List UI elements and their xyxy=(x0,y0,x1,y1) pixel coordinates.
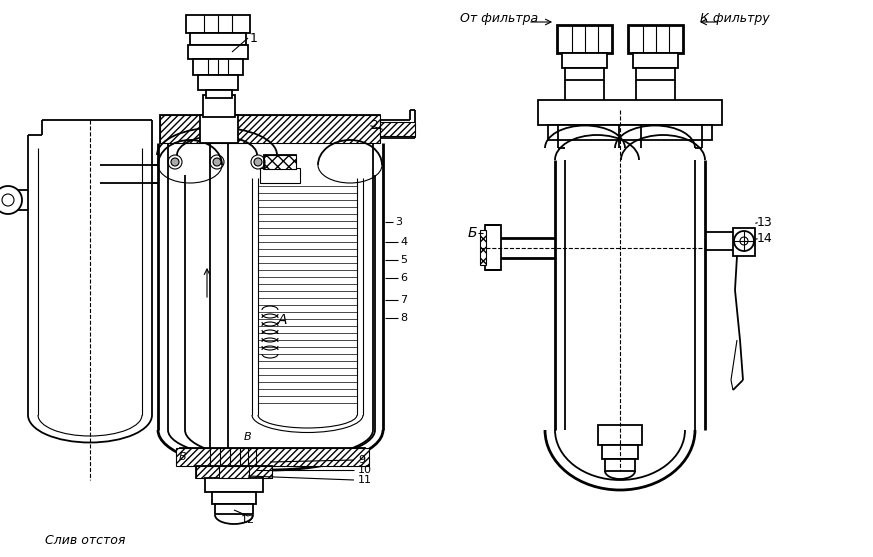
Bar xyxy=(206,90,232,98)
Bar xyxy=(190,33,246,45)
Text: 13: 13 xyxy=(757,216,773,228)
Bar xyxy=(212,492,256,504)
Bar xyxy=(160,115,380,143)
Bar xyxy=(633,53,678,68)
Text: А: А xyxy=(278,313,286,327)
Text: 14: 14 xyxy=(757,232,773,245)
Bar xyxy=(196,466,272,478)
Bar xyxy=(598,425,642,445)
Bar xyxy=(205,478,263,492)
Circle shape xyxy=(213,158,221,166)
Circle shape xyxy=(740,237,748,245)
Bar xyxy=(160,115,380,143)
Text: В: В xyxy=(179,452,187,462)
Bar xyxy=(485,225,501,270)
Circle shape xyxy=(254,158,262,166)
Bar xyxy=(180,448,365,466)
Circle shape xyxy=(171,158,179,166)
Text: Б: Б xyxy=(468,226,478,240)
Bar xyxy=(605,459,635,471)
Bar xyxy=(198,75,238,90)
Text: В: В xyxy=(244,432,251,442)
Bar xyxy=(557,25,612,53)
Bar xyxy=(733,228,755,256)
Bar xyxy=(188,45,248,59)
Bar xyxy=(602,445,638,459)
Bar xyxy=(562,53,607,68)
Bar xyxy=(565,68,604,80)
Text: 8: 8 xyxy=(400,313,407,323)
Bar xyxy=(480,230,486,265)
Bar xyxy=(200,115,238,143)
Bar xyxy=(219,466,249,478)
Text: Слив отстоя: Слив отстоя xyxy=(45,534,125,546)
Bar xyxy=(628,25,683,53)
Text: 11: 11 xyxy=(358,475,372,485)
Text: 10: 10 xyxy=(358,465,372,475)
Text: 5: 5 xyxy=(400,255,407,265)
Bar xyxy=(196,466,272,478)
Text: 3: 3 xyxy=(395,217,402,227)
Bar xyxy=(203,95,235,117)
Bar xyxy=(193,59,243,75)
Text: К фильтру: К фильтру xyxy=(700,12,770,25)
Bar xyxy=(176,448,369,466)
Text: 12: 12 xyxy=(241,515,255,525)
Text: 1: 1 xyxy=(250,32,258,45)
Bar xyxy=(186,15,250,33)
Bar xyxy=(260,168,300,183)
Text: 9: 9 xyxy=(358,455,365,465)
Text: От фильтра: От фильтра xyxy=(460,12,538,25)
Bar xyxy=(215,504,253,514)
Text: 7: 7 xyxy=(400,295,407,305)
Bar xyxy=(380,122,415,136)
Circle shape xyxy=(734,231,754,251)
Circle shape xyxy=(0,186,22,214)
Bar xyxy=(264,155,296,169)
Bar xyxy=(538,100,722,125)
Bar xyxy=(264,155,296,169)
Text: 4: 4 xyxy=(400,237,407,247)
Bar xyxy=(636,68,675,80)
Text: 6: 6 xyxy=(400,273,407,283)
Text: 2: 2 xyxy=(370,119,378,131)
Circle shape xyxy=(2,194,14,206)
Bar xyxy=(548,125,712,140)
